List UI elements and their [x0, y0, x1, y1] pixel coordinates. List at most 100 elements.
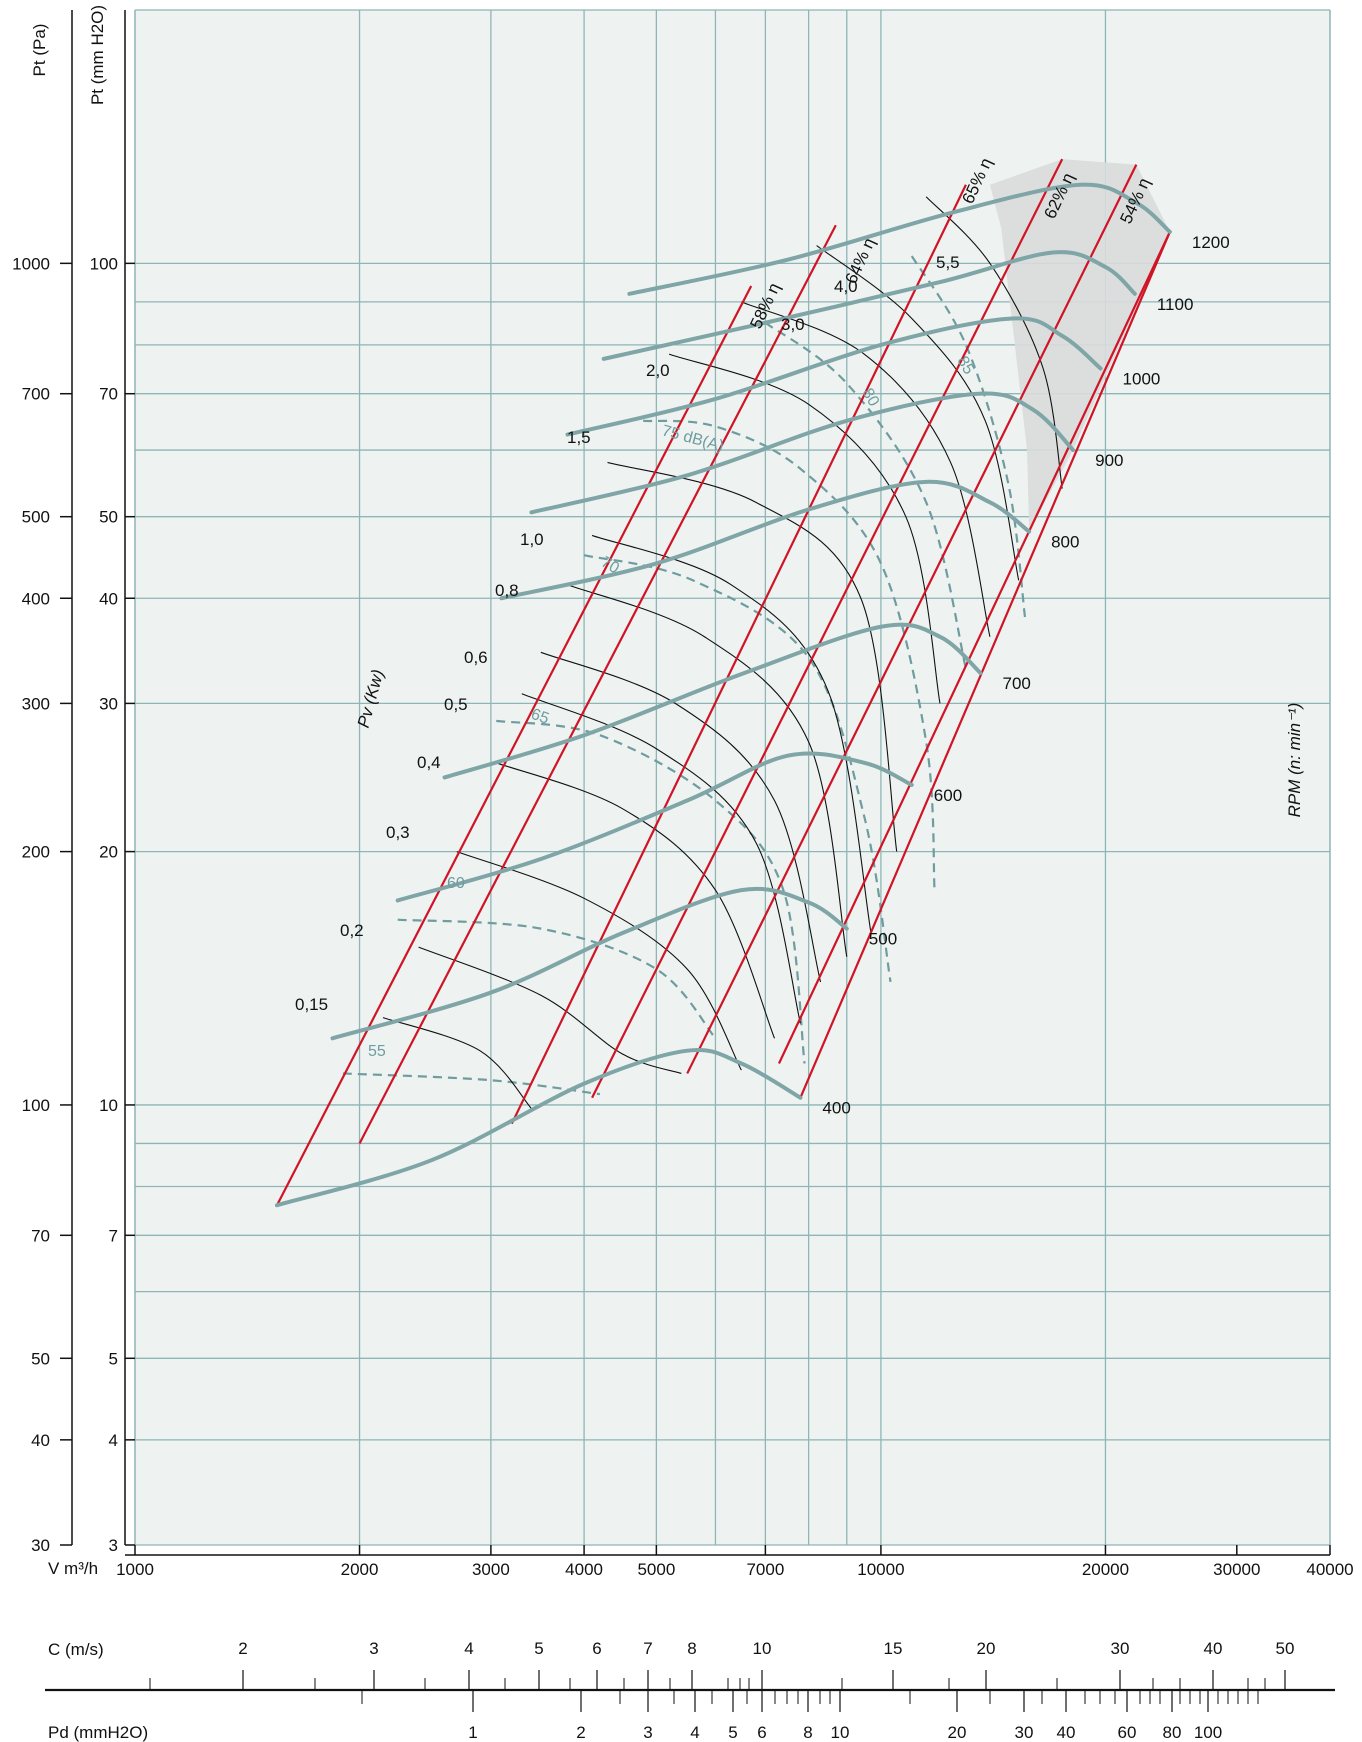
noise-label: 55 — [368, 1043, 386, 1060]
noise-curve — [496, 719, 806, 1064]
fan-curve — [601, 250, 1137, 361]
pressure-tick-label: 4 — [690, 1723, 699, 1742]
velocity-tick-label: 8 — [687, 1639, 696, 1658]
noise-curve — [583, 554, 892, 983]
power-curve — [418, 946, 682, 1074]
x-tick-label: 40000 — [1306, 1560, 1353, 1579]
grid — [134, 9, 1331, 1546]
y-tick-label-pa: 70 — [31, 1226, 50, 1245]
noise-label: 80 — [859, 386, 883, 410]
rpm-label: 400 — [822, 1099, 850, 1118]
power-curve — [607, 461, 898, 852]
pressure-tick-label: 40 — [1057, 1723, 1076, 1742]
noise-curve — [643, 419, 936, 891]
fan-curve — [274, 1047, 803, 1208]
pressure-tick-label: 6 — [757, 1723, 766, 1742]
y-tick-label-pa: 200 — [22, 843, 50, 862]
y-tick-label-mm: 30 — [99, 694, 118, 713]
y-tick-label-pa: 50 — [31, 1349, 50, 1368]
power-label: 2,0 — [646, 361, 670, 380]
noise-label: 60 — [447, 875, 465, 892]
power-label: 5,5 — [936, 253, 960, 272]
shaded-region — [989, 159, 1170, 532]
x-axis-title: V m³/h — [48, 1559, 98, 1578]
pressure-tick-label: 2 — [576, 1723, 585, 1742]
velocity-tick-label: 50 — [1276, 1639, 1295, 1658]
noise-label: 70 — [598, 554, 622, 578]
velocity-tick-label: 4 — [464, 1639, 473, 1658]
x-tick-label: 3000 — [472, 1560, 510, 1579]
fan-curve — [499, 479, 1032, 601]
y-tick-label-mm: 50 — [99, 508, 118, 527]
y-tick-label-mm: 4 — [109, 1431, 118, 1450]
power-label: 0,6 — [464, 648, 488, 667]
y-axis-title-mmh2o: Pt (mm H2O) — [88, 5, 107, 105]
noise-curve — [910, 255, 1027, 618]
rpm-label: 700 — [1003, 674, 1031, 693]
y-tick-label-pa: 300 — [22, 694, 50, 713]
efficiency-line — [686, 164, 1138, 1074]
y-tick-label-pa: 700 — [22, 385, 50, 404]
power-label: 0,8 — [495, 581, 519, 600]
fan-curve — [565, 316, 1103, 437]
noise-label: 85 — [954, 354, 978, 378]
velocity-tick-label: 40 — [1204, 1639, 1223, 1658]
y-tick-label-mm: 10 — [99, 1096, 118, 1115]
noise-curves — [342, 255, 1027, 1096]
pressure-tick-label: 20 — [948, 1723, 967, 1742]
axes: 30 40 50 70 100 200 300 400 500 700 1000 3 4 5 7 10 20 30… — [12, 10, 1354, 1579]
fan-curve — [442, 622, 983, 780]
rpm-label: 1200 — [1192, 233, 1230, 252]
efficiency-line — [275, 285, 753, 1206]
dynamic-pressure-scale-title: Pd (mmH2O) — [48, 1723, 148, 1742]
x-tick-label: 30000 — [1213, 1560, 1260, 1579]
x-tick-label: 20000 — [1082, 1560, 1129, 1579]
power-label: 0,3 — [386, 823, 410, 842]
y-tick-label-pa: 30 — [31, 1536, 50, 1555]
velocity-tick-label: 30 — [1111, 1639, 1130, 1658]
y-tick-label-mm: 100 — [90, 254, 118, 273]
velocity-scale-title: C (m/s) — [48, 1640, 104, 1659]
y-tick-label-mm: 7 — [109, 1226, 118, 1245]
x-tick-label: 1000 — [116, 1560, 154, 1579]
velocity-tick-label: 20 — [977, 1639, 996, 1658]
y-tick-label-mm: 20 — [99, 843, 118, 862]
power-curve — [540, 651, 822, 983]
power-curve — [591, 534, 872, 934]
power-label: 0,5 — [444, 695, 468, 714]
efficiency-lines — [275, 158, 1171, 1206]
y-tick-label-pa: 500 — [22, 508, 50, 527]
power-label: 1,0 — [520, 530, 544, 549]
x-tick-label: 2000 — [341, 1560, 379, 1579]
power-curve — [925, 196, 1063, 489]
power-curve — [382, 1017, 532, 1109]
x-tick-label: 4000 — [565, 1560, 603, 1579]
rpm-label: 900 — [1095, 451, 1123, 470]
power-curve — [741, 301, 991, 637]
y-tick-label-mm: 40 — [99, 589, 118, 608]
power-label: 0,4 — [417, 753, 441, 772]
noise-label: 65 — [529, 706, 552, 728]
y-tick-label-mm: 70 — [99, 385, 118, 404]
noise-curve — [764, 321, 967, 669]
y-tick-label-pa: 40 — [31, 1431, 50, 1450]
pressure-tick-label: 5 — [728, 1723, 737, 1742]
fan-curves — [274, 182, 1172, 1208]
power-curve — [668, 353, 941, 704]
velocity-tick-label: 5 — [534, 1639, 543, 1658]
bottom-scales: 2 3 4 5 6 7 8 10 15 20 30 40 50 1 2 3 4 5 6 8 10 20 30 40 60 80 10… — [45, 1639, 1335, 1742]
noise-curve — [397, 918, 717, 1040]
pressure-tick-label: 10 — [831, 1723, 850, 1742]
power-curves — [382, 196, 1063, 1109]
fan-curve — [627, 182, 1172, 296]
fan-curve — [395, 751, 914, 903]
pressure-tick-label: 100 — [1194, 1723, 1222, 1742]
velocity-tick-label: 2 — [238, 1639, 247, 1658]
pressure-tick-label: 8 — [803, 1723, 812, 1742]
velocity-tick-label: 3 — [369, 1639, 378, 1658]
efficiency-line — [591, 158, 1064, 1099]
rpm-label: 1000 — [1123, 369, 1161, 388]
velocity-tick-label: 15 — [884, 1639, 903, 1658]
x-tick-label: 5000 — [637, 1560, 675, 1579]
